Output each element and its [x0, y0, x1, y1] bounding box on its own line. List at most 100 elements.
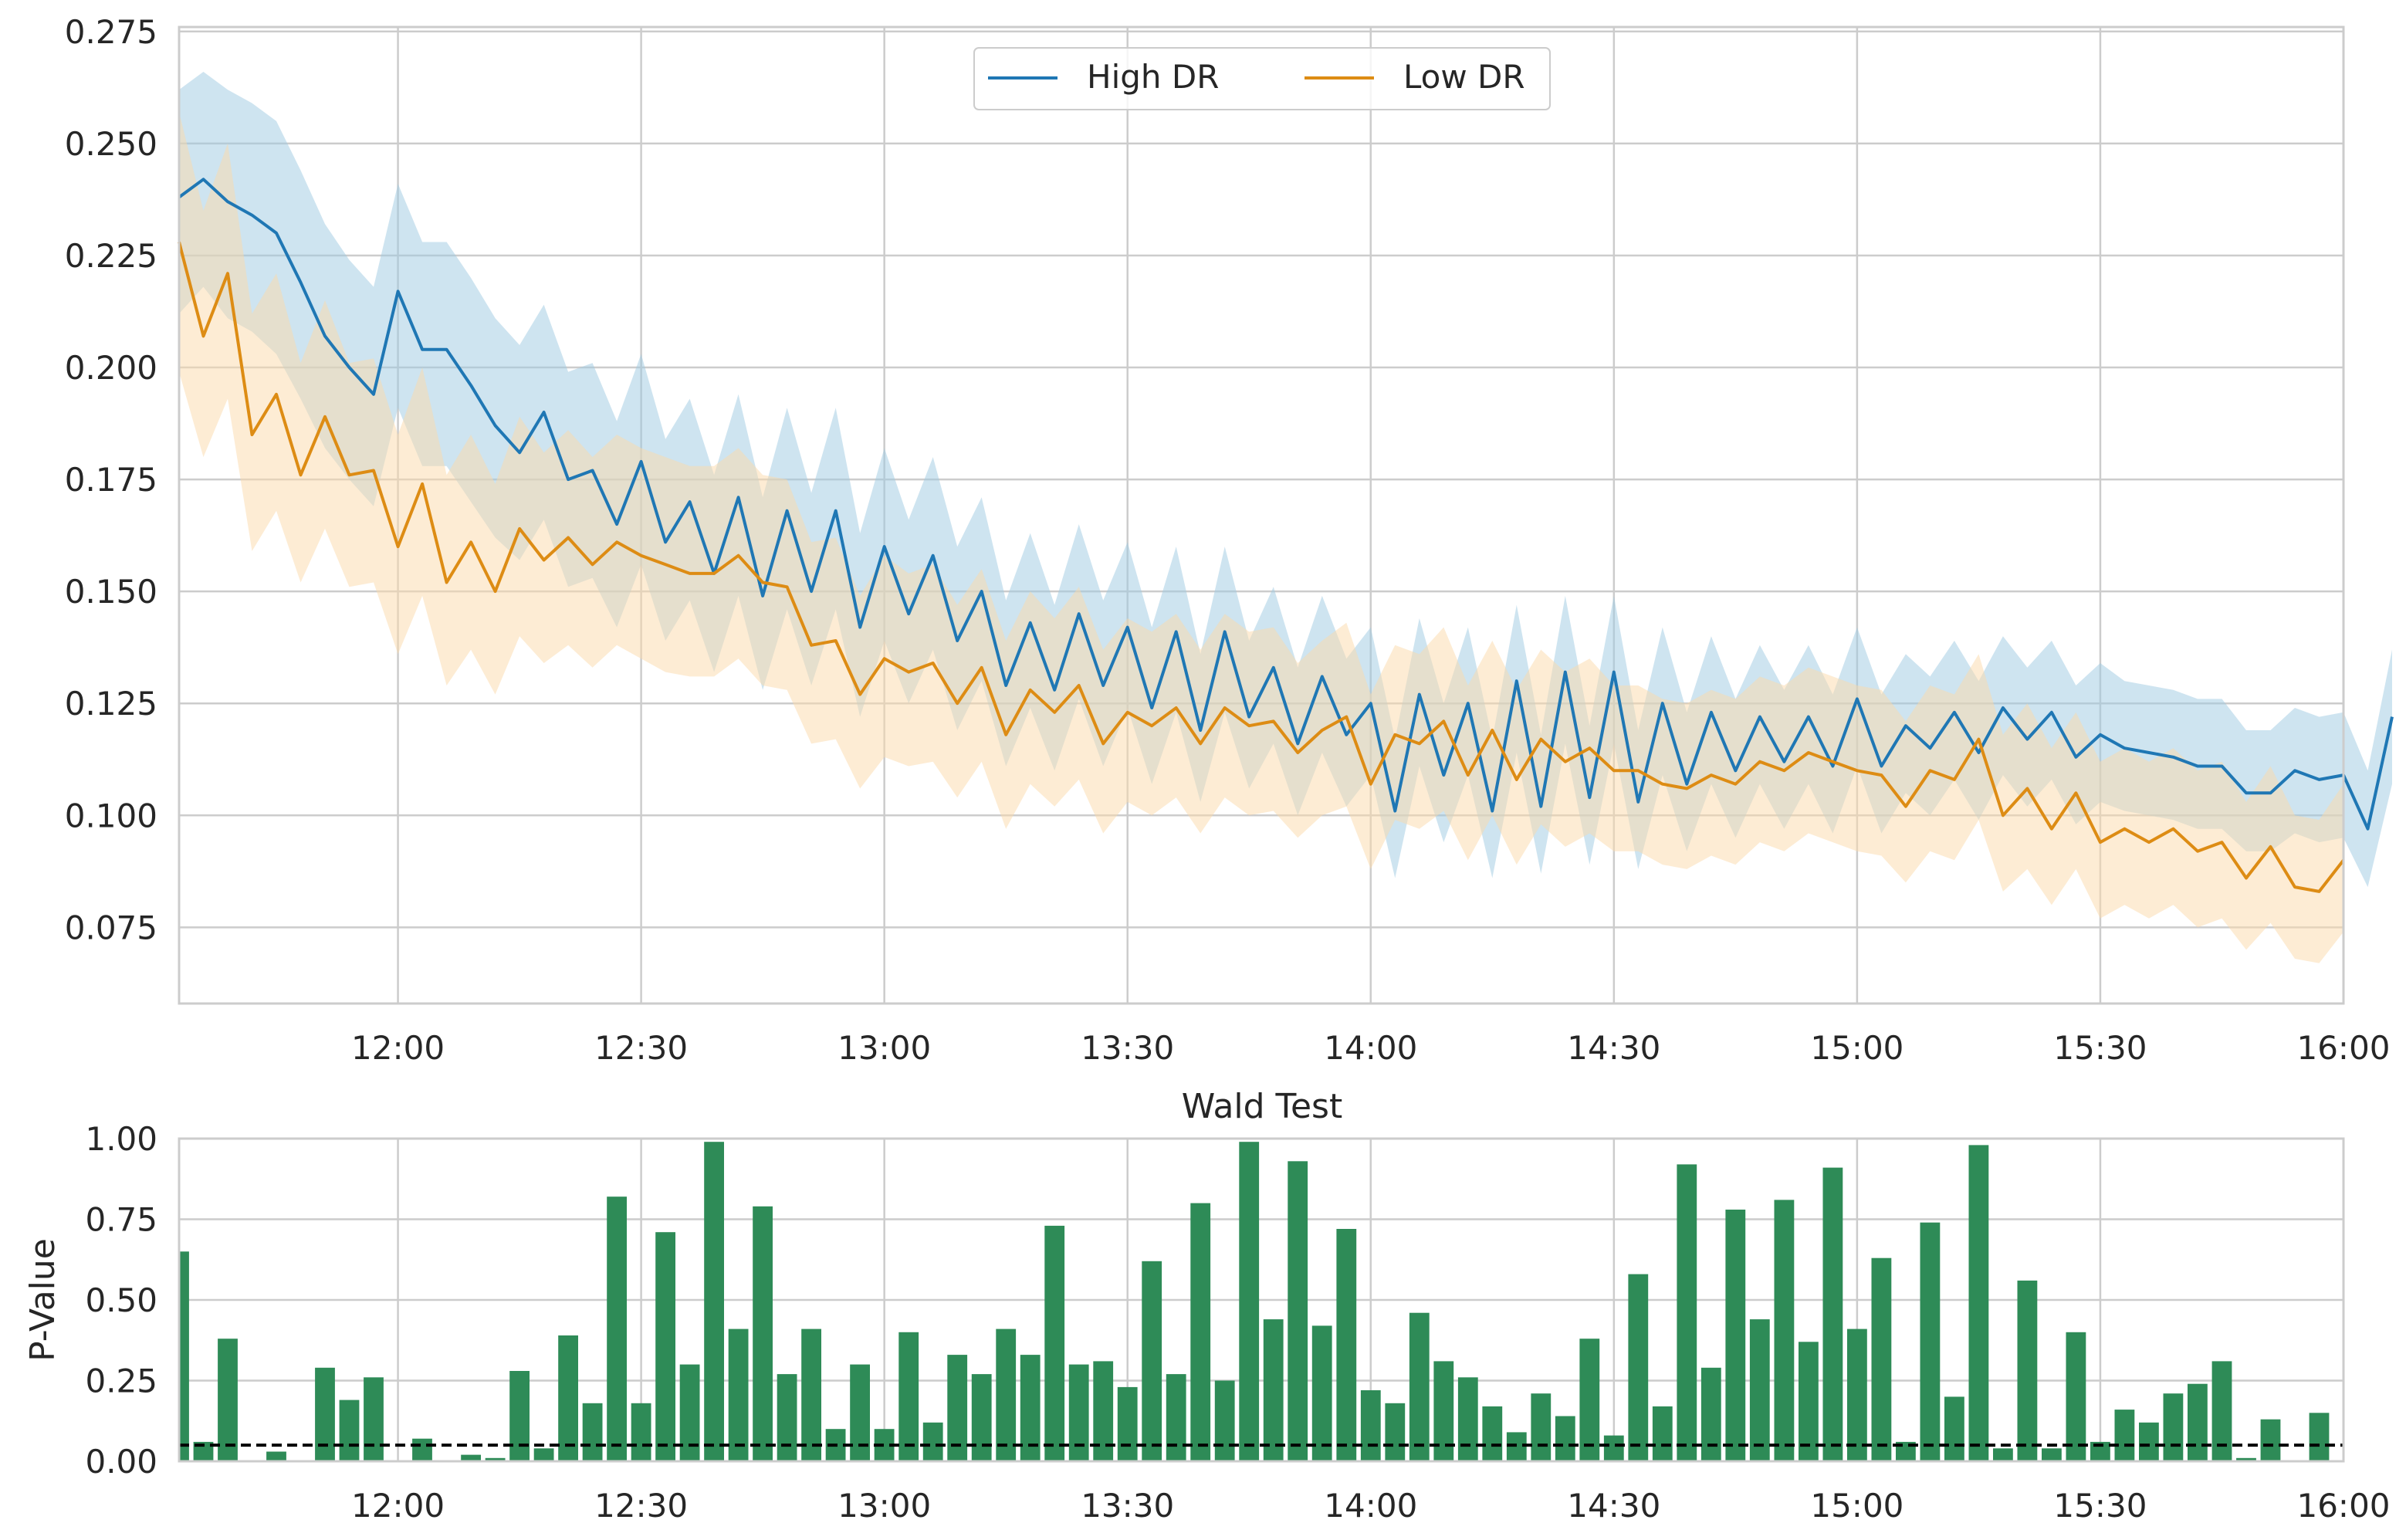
p-value-bar — [1385, 1403, 1406, 1461]
p-value-bar — [1142, 1261, 1162, 1461]
x-tick-label: 13:00 — [838, 1487, 931, 1525]
p-value-bar — [1603, 1435, 1624, 1461]
p-value-bar — [679, 1364, 700, 1461]
series-lines — [178, 178, 2394, 893]
p-value-bar — [1847, 1328, 1867, 1461]
y-tick-label: 0.150 — [65, 573, 157, 611]
p-value-bar — [2042, 1448, 2062, 1461]
p-value-bar — [2260, 1419, 2281, 1461]
p-value-bar — [898, 1332, 919, 1461]
p-value-bar — [1749, 1319, 1770, 1461]
x-tick-label: 14:00 — [1324, 1487, 1417, 1525]
x-tick-label: 12:30 — [594, 1487, 688, 1525]
p-value-bar — [753, 1206, 773, 1461]
p-value-bar — [1288, 1161, 1308, 1461]
legend-label-low-dr: Low DR — [1403, 58, 1525, 96]
line-chart-frame — [178, 25, 2345, 1005]
p-value-bar — [1555, 1416, 1575, 1461]
bar-chart-y-axis-label: P-Value — [23, 1238, 63, 1362]
x-tick-label: 16:00 — [2296, 1029, 2390, 1067]
y-tick-label: 0.175 — [65, 461, 157, 499]
p-value-bar — [1482, 1406, 1503, 1461]
y-tick-label: 0.075 — [65, 909, 157, 946]
series-line-low-dr — [178, 241, 2345, 893]
x-tick-label: 15:30 — [2053, 1487, 2147, 1525]
p-value-bar — [1190, 1203, 1211, 1461]
legend-label-high-dr: High DR — [1087, 58, 1219, 96]
p-value-bar — [558, 1335, 578, 1461]
confidence-bands — [179, 72, 2392, 963]
p-value-bar — [631, 1403, 651, 1461]
p-value-bar — [2188, 1383, 2208, 1461]
p-value-bar — [947, 1355, 968, 1461]
series-line-high-dr — [178, 178, 2394, 831]
x-tick-label: 12:00 — [351, 1487, 445, 1525]
p-value-bar — [179, 1251, 189, 1461]
p-value-bar — [582, 1403, 603, 1461]
p-value-bar — [2309, 1413, 2330, 1461]
legend-box — [973, 47, 1551, 110]
p-value-bar — [485, 1457, 506, 1461]
x-tick-label: 12:30 — [594, 1029, 688, 1067]
p-value-bar — [1044, 1225, 1065, 1461]
p-value-bar — [1944, 1396, 1964, 1461]
p-value-bar — [2139, 1422, 2159, 1461]
p-value-bar — [1336, 1229, 1357, 1461]
p-value-bar — [533, 1448, 554, 1461]
p-value-bar — [218, 1339, 238, 1461]
x-tick-label: 14:30 — [1567, 1487, 1660, 1525]
p-value-bar — [339, 1400, 360, 1461]
p-value-bar — [996, 1328, 1017, 1461]
p-value-bar — [1117, 1386, 1138, 1461]
p-value-bar — [364, 1377, 384, 1461]
line-chart-y-tick-labels: 0.075 0.100 0.125 0.150 0.175 0.200 0.225 0.250… — [65, 13, 157, 947]
p-value-bar — [1725, 1210, 1746, 1461]
y-tick-label: 0.200 — [65, 349, 157, 387]
y-tick-label: 0.25 — [85, 1362, 157, 1400]
p-value-bar — [1239, 1142, 1260, 1461]
p-value-bar — [2066, 1332, 2086, 1461]
y-tick-label: 0.100 — [65, 797, 157, 834]
p-value-bar — [2114, 1410, 2135, 1461]
p-value-bar — [1799, 1342, 1819, 1461]
line-chart: 0.075 0.100 0.125 0.150 0.175 0.200 0.225 0.250… — [65, 13, 2394, 1067]
x-tick-label: 15:00 — [1810, 1487, 1903, 1525]
p-value-bar — [1993, 1448, 2013, 1461]
p-value-bar — [607, 1196, 627, 1461]
p-value-bar — [1166, 1374, 1186, 1461]
y-tick-label: 0.75 — [85, 1201, 157, 1239]
p-value-bar — [1214, 1380, 1235, 1461]
bar-chart-x-tick-labels: 12:00 12:30 13:00 13:30 14:00 14:30 15:00 15:30… — [351, 1487, 2390, 1525]
y-tick-label: 0.275 — [65, 13, 157, 51]
y-tick-label: 1.00 — [85, 1120, 157, 1158]
line-chart-x-tick-labels: 12:00 12:30 13:00 13:30 14:00 14:30 15:00 15:30… — [351, 1029, 2390, 1067]
bar-chart: Wald Test 0.00 0.25 0.50 0.75 1.00 12:00 12:3… — [23, 1087, 2391, 1525]
p-value-bar — [461, 1454, 481, 1461]
p-value-bar — [1068, 1364, 1089, 1461]
p-value-bar — [1579, 1339, 1600, 1461]
p-value-bar — [1700, 1367, 1721, 1461]
y-tick-label: 0.00 — [85, 1443, 157, 1481]
p-value-bar — [1020, 1355, 1041, 1461]
x-tick-label: 15:30 — [2053, 1029, 2147, 1067]
p-value-bar — [704, 1142, 724, 1461]
p-value-bar — [1677, 1164, 1697, 1461]
p-value-bar — [266, 1451, 286, 1461]
x-tick-label: 16:00 — [2296, 1487, 2390, 1525]
p-value-bar — [2236, 1457, 2256, 1461]
x-tick-label: 13:00 — [838, 1029, 931, 1067]
p-value-bar — [655, 1232, 675, 1461]
y-tick-label: 0.250 — [65, 125, 157, 163]
x-tick-label: 12:00 — [351, 1029, 445, 1067]
confidence-band-low-dr — [179, 112, 2343, 963]
y-tick-label: 0.125 — [65, 685, 157, 723]
p-value-bar — [1457, 1377, 1478, 1461]
p-value-bar — [777, 1374, 797, 1461]
p-value-bar — [412, 1438, 432, 1461]
x-tick-label: 14:00 — [1324, 1029, 1417, 1067]
p-value-bar — [1628, 1274, 1649, 1461]
x-tick-label: 13:30 — [1081, 1029, 1174, 1067]
p-value-bar — [971, 1374, 992, 1461]
p-value-bar — [2017, 1280, 2038, 1461]
